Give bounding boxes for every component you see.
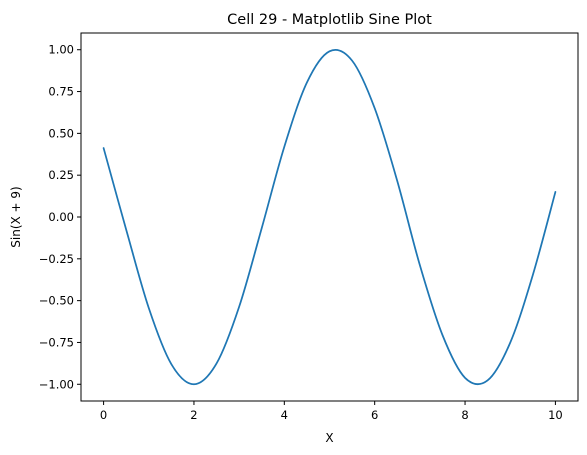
y-tick-label: −0.25 [39, 252, 74, 266]
x-tick-label: 6 [371, 408, 378, 422]
y-axis-label: Sin(X + 9) [9, 186, 23, 247]
y-tick-label: 0.75 [48, 85, 74, 99]
y-tick-label: −1.00 [39, 377, 74, 391]
chart-title: Cell 29 - Matplotlib Sine Plot [227, 12, 432, 28]
x-tick-label: 2 [190, 408, 197, 422]
y-tick-label: 1.00 [48, 43, 74, 57]
y-tick-label: 0.00 [48, 210, 74, 224]
x-tick-label: 10 [548, 408, 563, 422]
x-tick-label: 8 [461, 408, 468, 422]
x-axis-label: X [325, 431, 333, 445]
x-tick-label: 0 [100, 408, 107, 422]
y-tick-label: 0.50 [48, 126, 74, 140]
y-tick-label: −0.75 [39, 335, 74, 349]
y-tick-label: 0.25 [48, 168, 74, 182]
series-line-0 [102, 49, 557, 386]
x-tick-label: 4 [281, 408, 288, 422]
y-tick-label: −0.50 [39, 294, 74, 308]
